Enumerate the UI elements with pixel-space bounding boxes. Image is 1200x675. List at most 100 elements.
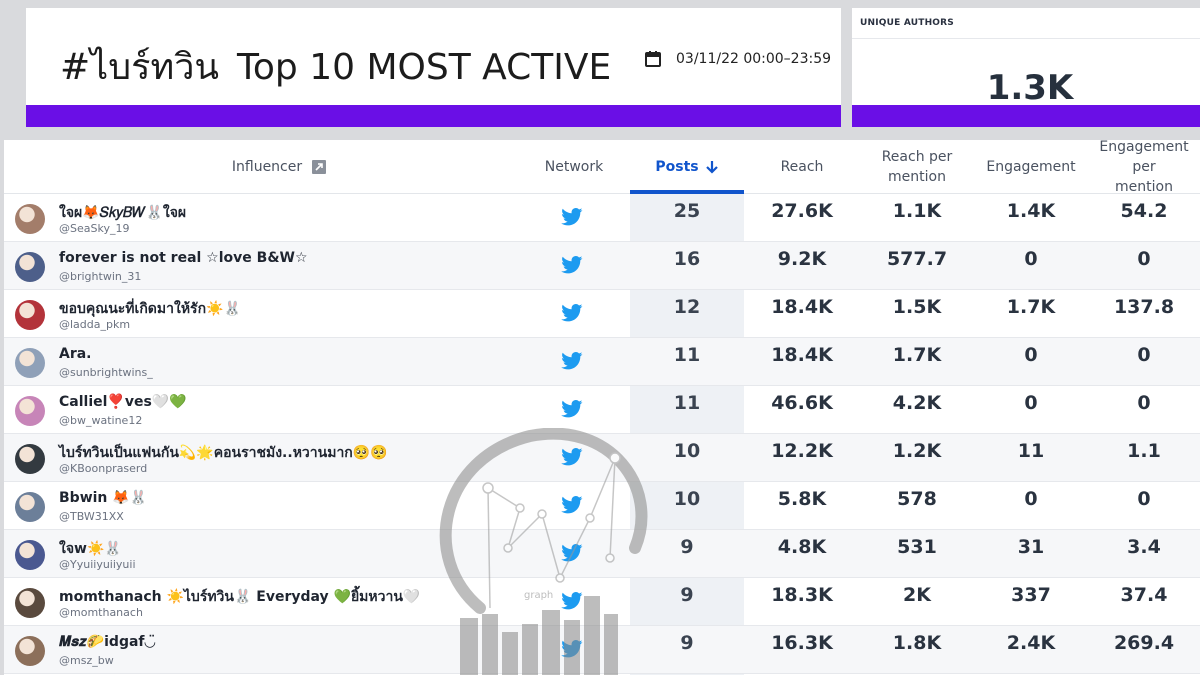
column-header-reach-per-mention[interactable]: Reach per mention	[860, 140, 974, 194]
influencer-handle[interactable]: @msz_bw	[59, 654, 114, 667]
engagement-per-mention-value: 0	[1137, 488, 1151, 510]
engagement-per-mention-value: 0	[1137, 248, 1151, 270]
column-header-reach[interactable]: Reach	[780, 159, 824, 175]
reach-value: 27.6K	[771, 200, 833, 222]
posts-value: 11	[673, 344, 701, 366]
avatar[interactable]	[15, 444, 45, 474]
table-row[interactable]: ขอบคุณนะที่เกิดมาให้รัก☀️🐰 @ladda_pkm 12 18…	[4, 290, 1200, 338]
reach-per-mention-value: 2K	[903, 584, 931, 606]
influencer-name[interactable]: Bbwin 🦊🐰	[59, 490, 148, 506]
influencer-handle[interactable]: @bw_watine12	[59, 414, 143, 427]
table-row[interactable]: Ara. @sunbrightwins_ 11 18.4K 1.7K 0 0	[4, 338, 1200, 386]
column-header-engagement-per-mention[interactable]: Engagement per mention	[1088, 140, 1200, 195]
avatar[interactable]	[15, 636, 45, 666]
twitter-icon[interactable]	[561, 304, 583, 322]
posts-value: 11	[673, 392, 701, 414]
influencer-name[interactable]: Calliel❣️ves🤍💚	[59, 394, 187, 410]
engagement-value: 0	[1024, 392, 1038, 414]
influencer-handle[interactable]: @KBoonpraserd	[59, 462, 148, 475]
engagement-value: 31	[1017, 536, 1045, 558]
influencer-handle[interactable]: @brightwin_31	[59, 270, 142, 283]
open-external-icon[interactable]	[312, 160, 327, 174]
engagement-per-mention-value: 54.2	[1120, 200, 1168, 222]
divider	[852, 38, 1200, 39]
avatar[interactable]	[15, 492, 45, 522]
influencer-name[interactable]: ไบร์ทวินเป็นแฟนกัน💫🌟คอนราชมัง..หวานมาก🥺🥺	[59, 445, 388, 461]
avatar[interactable]	[15, 300, 45, 330]
hashtag: #ไบร์ทวิน	[60, 47, 220, 88]
reach-value: 4.8K	[777, 536, 827, 558]
twitter-icon[interactable]	[561, 640, 583, 658]
reach-value: 18.4K	[771, 344, 833, 366]
engagement-per-mention-value: 137.8	[1113, 296, 1175, 318]
table-row[interactable]: ไบร์ทวินเป็นแฟนกัน💫🌟คอนราชมัง..หวานมาก🥺🥺…	[4, 434, 1200, 482]
table-row[interactable]: Bbwin 🦊🐰 @TBW31XX 10 5.8K 578 0 0	[4, 482, 1200, 530]
influencer-handle[interactable]: @ladda_pkm	[59, 318, 131, 331]
table-row[interactable]: ใจw☀️🐰 @Yyuiiyuiiyuii 9 4.8K 531 31 3.4	[4, 530, 1200, 578]
influencer-name[interactable]: momthanach ☀️ไบร์ทวิน🐰 Everyday 💚ยิ้มหวา…	[59, 589, 421, 605]
table-row[interactable]: 𝑴𝒔𝒛🌮idgaf◡̈ @msz_bw 9 16.3K 1.8K 2.4K 269.4	[4, 626, 1200, 674]
engagement-per-mention-value: 269.4	[1113, 632, 1175, 654]
table-row[interactable]: momthanach ☀️ไบร์ทวิน🐰 Everyday 💚ยิ้มหวา…	[4, 578, 1200, 626]
engagement-value: 0	[1024, 248, 1038, 270]
reach-value: 9.2K	[777, 248, 827, 270]
avatar[interactable]	[15, 252, 45, 282]
engagement-value: 2.4K	[1006, 632, 1056, 654]
influencer-name[interactable]: 𝑴𝒔𝒛🌮idgaf◡̈	[59, 634, 156, 650]
influencer-handle[interactable]: @momthanach	[59, 606, 143, 619]
influencer-handle[interactable]: @sunbrightwins_	[59, 366, 153, 379]
avatar[interactable]	[15, 396, 45, 426]
reach-per-mention-value: 1.8K	[892, 632, 942, 654]
posts-value: 16	[673, 248, 701, 270]
table-row[interactable]: ใจผ🦊𝑆𝑘𝑦𝐵𝑊🐰ใจผ @SeaSky_19 25 27.6K 1.1K 1.4K 54…	[4, 194, 1200, 242]
influencer-handle[interactable]: @TBW31XX	[59, 510, 124, 523]
influencer-name[interactable]: Ara.	[59, 346, 92, 362]
table-row[interactable]: Calliel❣️ves🤍💚 @bw_watine12 11 46.6K 4.2K 0 0	[4, 386, 1200, 434]
influencer-handle[interactable]: @SeaSky_19	[59, 222, 130, 235]
accent-bar	[26, 105, 841, 127]
date-range-text: 03/11/22 00:00–23:59	[676, 51, 832, 67]
posts-value: 12	[673, 296, 701, 318]
reach-value: 5.8K	[777, 488, 827, 510]
title-card: #ไบร์ทวิน Top 10 MOST ACTIVE 03/11/22 00:…	[26, 8, 841, 127]
influencer-name[interactable]: ใจw☀️🐰	[59, 541, 122, 557]
column-header-posts[interactable]: Posts	[630, 140, 744, 194]
twitter-icon[interactable]	[561, 208, 583, 226]
twitter-icon[interactable]	[561, 544, 583, 562]
table-row[interactable]: forever is not real ☆love B&W☆ @brightwin…	[4, 242, 1200, 290]
influencer-handle[interactable]: @Yyuiiyuiiyuii	[59, 558, 136, 571]
twitter-icon[interactable]	[561, 592, 583, 610]
column-header-label: Engagement per	[1099, 140, 1189, 175]
date-range[interactable]: 03/11/22 00:00–23:59	[644, 50, 831, 68]
twitter-icon[interactable]	[561, 400, 583, 418]
arrow-down-icon	[705, 161, 718, 174]
posts-value: 25	[673, 200, 701, 222]
posts-value: 10	[673, 488, 701, 510]
avatar[interactable]	[15, 588, 45, 618]
column-header-influencer[interactable]: Influencer	[4, 140, 554, 194]
avatar[interactable]	[15, 204, 45, 234]
column-header-network[interactable]: Network	[544, 159, 604, 175]
engagement-value: 11	[1017, 440, 1045, 462]
avatar[interactable]	[15, 348, 45, 378]
twitter-icon[interactable]	[561, 496, 583, 514]
twitter-icon[interactable]	[561, 256, 583, 274]
unique-authors-card: UNIQUE AUTHORS 1.3K	[852, 8, 1200, 127]
engagement-value: 0	[1024, 488, 1038, 510]
twitter-icon[interactable]	[561, 352, 583, 370]
influencer-name[interactable]: ใจผ🦊𝑆𝑘𝑦𝐵𝑊🐰ใจผ	[59, 205, 187, 221]
column-header-label: mention	[888, 169, 946, 185]
engagement-value: 337	[1011, 584, 1051, 606]
avatar[interactable]	[15, 540, 45, 570]
posts-value: 9	[680, 632, 694, 654]
reach-value: 12.2K	[771, 440, 833, 462]
column-header-label: Posts	[655, 159, 699, 175]
engagement-per-mention-value: 3.4	[1127, 536, 1161, 558]
twitter-icon[interactable]	[561, 448, 583, 466]
influencer-name[interactable]: forever is not real ☆love B&W☆	[59, 250, 308, 266]
influencer-name[interactable]: ขอบคุณนะที่เกิดมาให้รัก☀️🐰	[59, 301, 241, 317]
reach-per-mention-value: 577.7	[886, 248, 948, 270]
posts-value: 9	[680, 584, 694, 606]
column-header-engagement[interactable]: Engagement	[986, 159, 1076, 175]
engagement-per-mention-value: 0	[1137, 392, 1151, 414]
